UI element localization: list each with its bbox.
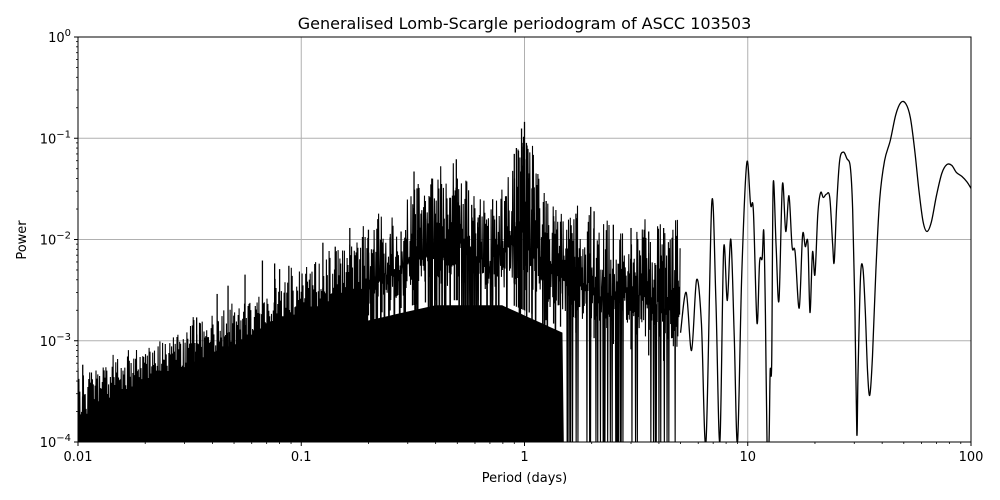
x-axis-ticks: 0.01 0.1 1 10 100	[64, 442, 984, 465]
smooth-curve	[679, 100, 971, 442]
y-tick-label: 100	[48, 28, 71, 46]
noise-region	[78, 121, 681, 442]
data-series	[78, 100, 971, 442]
y-tick-label: 10−1	[40, 129, 71, 147]
noise-fill	[88, 305, 564, 442]
y-tick-label: 10−4	[40, 433, 71, 451]
y-axis-label: Power	[15, 220, 30, 260]
x-tick-label: 0.1	[291, 450, 312, 465]
noise-trace	[78, 136, 681, 442]
x-tick-label: 10	[739, 450, 756, 465]
x-tick-label: 1	[520, 450, 528, 465]
y-tick-label: 10−2	[40, 231, 71, 249]
y-axis-ticks: 10−4 10−3 10−2 10−1 100	[40, 28, 78, 451]
x-tick-label: 100	[959, 450, 984, 465]
chart-title: Generalised Lomb-Scargle periodogram of …	[298, 14, 752, 33]
y-tick-label: 10−3	[40, 332, 71, 350]
x-axis-label: Period (days)	[482, 471, 568, 486]
x-tick-label: 0.01	[64, 450, 93, 465]
